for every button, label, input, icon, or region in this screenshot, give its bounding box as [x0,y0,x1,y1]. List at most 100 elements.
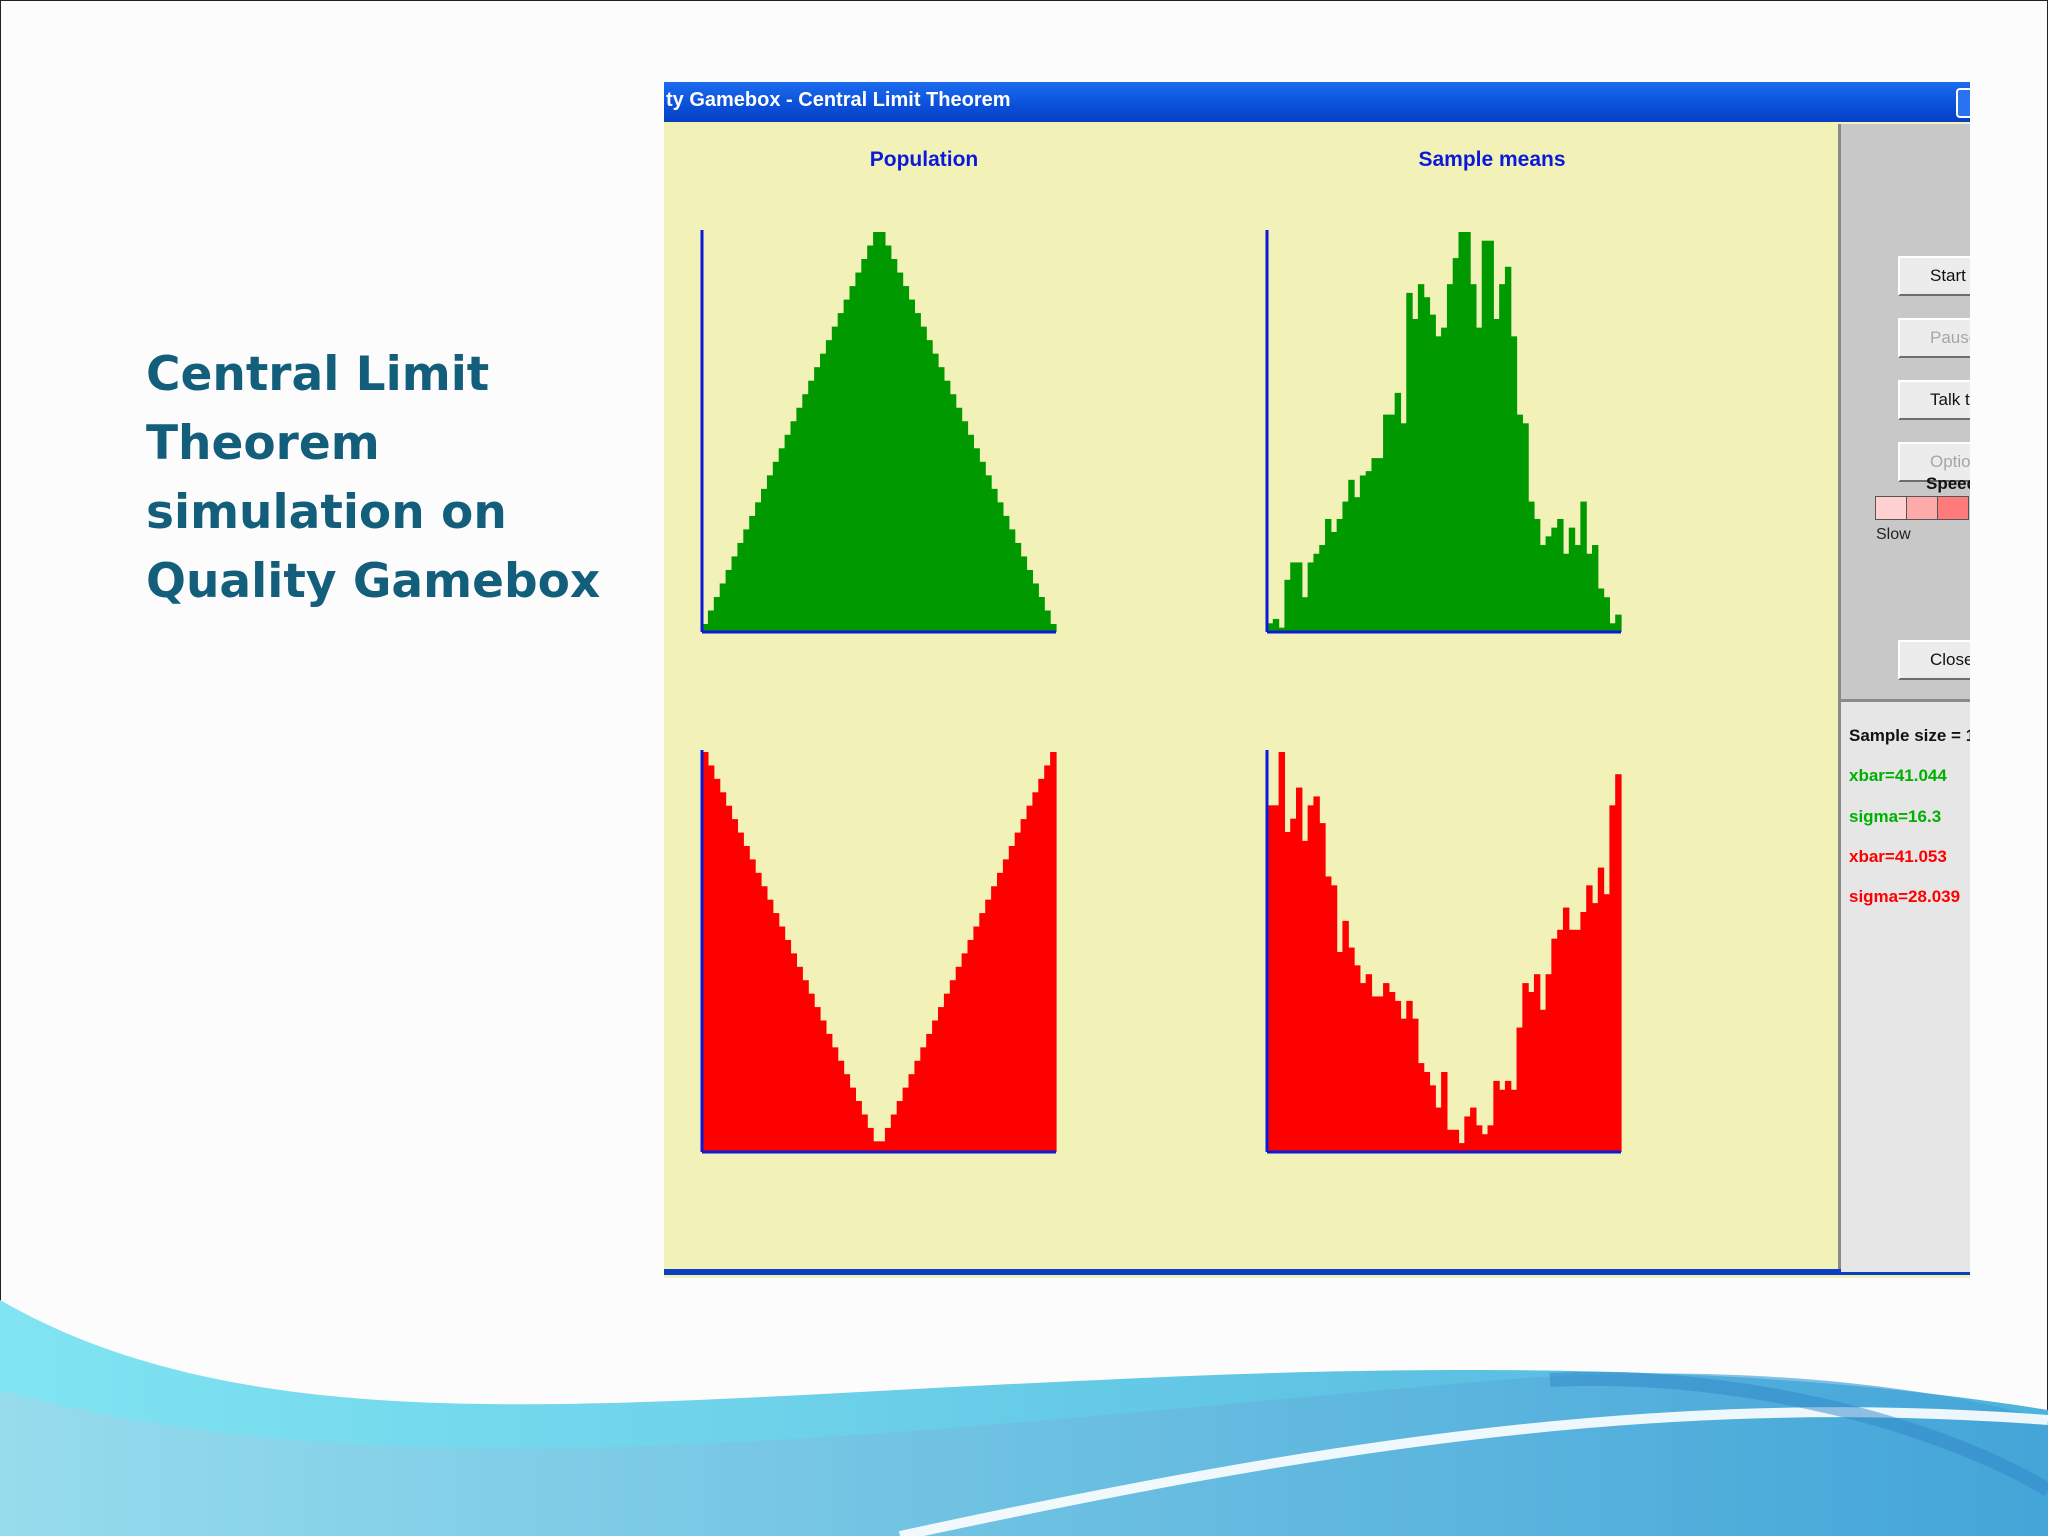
histogram-bar [1464,1116,1471,1152]
histogram-bar [1580,501,1587,632]
histogram-bar [949,980,957,1152]
pause-button[interactable]: Pause [1898,318,1970,358]
histogram-bar [867,1127,874,1152]
speed-level-1[interactable] [1875,496,1907,520]
histogram-bar [997,872,1004,1152]
histogram-bar [725,569,733,632]
histogram-bar [1284,579,1291,632]
histogram-bar [1290,818,1297,1152]
histogram-bar [1591,545,1599,632]
histogram-bar [1020,819,1028,1152]
window-titlebar[interactable]: ty Gamebox - Central Limit Theorem [664,82,1970,122]
sample-means-title: Sample means [1418,148,1566,171]
histogram-bar [1417,284,1425,632]
histogram-bar [1383,983,1390,1152]
histogram-bar [1348,947,1355,1152]
histogram-bar [784,939,792,1152]
histogram-bar [749,859,756,1152]
histogram-bar [855,1101,862,1152]
speed-level-2[interactable] [1906,496,1938,520]
histogram-bar [772,913,780,1152]
histogram-bar [1330,885,1338,1152]
histogram-bar [1026,805,1033,1152]
histogram-bar [879,232,886,632]
histogram-bar [1359,475,1367,632]
histogram-bar [1464,232,1471,632]
histogram-bar [755,872,762,1152]
histogram-bar [737,832,744,1152]
histogram-bar [1394,392,1402,632]
histogram-bar [1533,974,1541,1152]
histogram-bar [820,353,827,632]
histogram-bar [1008,845,1016,1152]
histogram-bar [973,926,980,1152]
histogram-bar [961,421,969,632]
histogram-bar [997,502,1004,632]
speed-level-3[interactable] [1937,496,1969,520]
histogram-bar [867,245,874,632]
histogram-bar [1423,1072,1431,1152]
histogram-bar [1423,297,1431,632]
talk-to-me-button[interactable]: Talk to m [1898,380,1970,420]
histogram-bar [713,596,721,632]
histogram-bar [1307,562,1315,632]
histogram-bar [1400,1018,1407,1152]
histogram-bar [849,286,856,632]
histogram-bar [702,624,709,632]
histogram-bar [808,993,815,1152]
histogram-bar [778,926,786,1152]
histogram-bar [1412,318,1419,632]
histogram-bar [1609,805,1616,1152]
histogram-bar [1470,1107,1477,1152]
gamebox-window: ty Gamebox - Central Limit Theorem Popul… [664,82,1970,1278]
histogram-bar [861,1114,868,1152]
sample-means-red-chart [1265,750,1622,1154]
histogram-bar [1301,840,1309,1152]
histogram-bar [1481,240,1489,632]
histogram-bar [1383,414,1390,632]
histogram-bar [790,953,797,1152]
histogram-bar [1044,765,1051,1152]
histogram-bar [719,792,727,1152]
histogram-bar [1325,518,1332,632]
histogram-bar [1493,1080,1500,1152]
histogram-bar [825,1033,833,1152]
histogram-bar [1528,992,1535,1152]
histogram-bar [1417,1063,1425,1152]
histogram-bar [1032,583,1039,632]
red-xbar-stat: xbar=41.053 [1849,847,1947,866]
histogram-bar [814,1007,821,1152]
histogram-bar [1026,569,1033,632]
histogram-bar [1528,501,1535,632]
histogram-bar [884,1127,892,1152]
histogram-bar [1272,805,1280,1152]
histogram-bar [961,953,969,1152]
start-button[interactable]: Start [1898,256,1970,296]
histogram-bar [1008,529,1016,632]
title-line: Quality Gamebox [146,554,601,609]
histogram-bar [1504,1080,1512,1152]
window-control-icon[interactable] [1956,88,1970,118]
close-button[interactable]: Close [1898,640,1970,680]
histogram-bar [1014,542,1022,632]
options-button[interactable]: Options [1898,442,1970,482]
histogram-bar [1441,1072,1448,1152]
histogram-bar [943,993,951,1152]
histogram-bar [1510,336,1518,632]
histogram-bar [1371,996,1378,1152]
histogram-bar [1278,627,1286,632]
histogram-bar [737,542,744,632]
histogram-bar [1377,996,1384,1152]
histogram-bar [1272,618,1280,632]
histogram-bar [1452,1129,1460,1152]
histogram-bar [1441,327,1448,632]
histogram-bar [1568,527,1576,632]
histogram-bar [1470,284,1477,632]
histogram-bar [1330,532,1338,632]
histogram-bar [778,448,786,632]
histogram-bar [1002,515,1010,632]
histogram-bar [985,899,992,1152]
slow-label: Slow [1876,526,1911,543]
histogram-bar [761,886,768,1152]
histogram-bar [1516,1027,1523,1152]
